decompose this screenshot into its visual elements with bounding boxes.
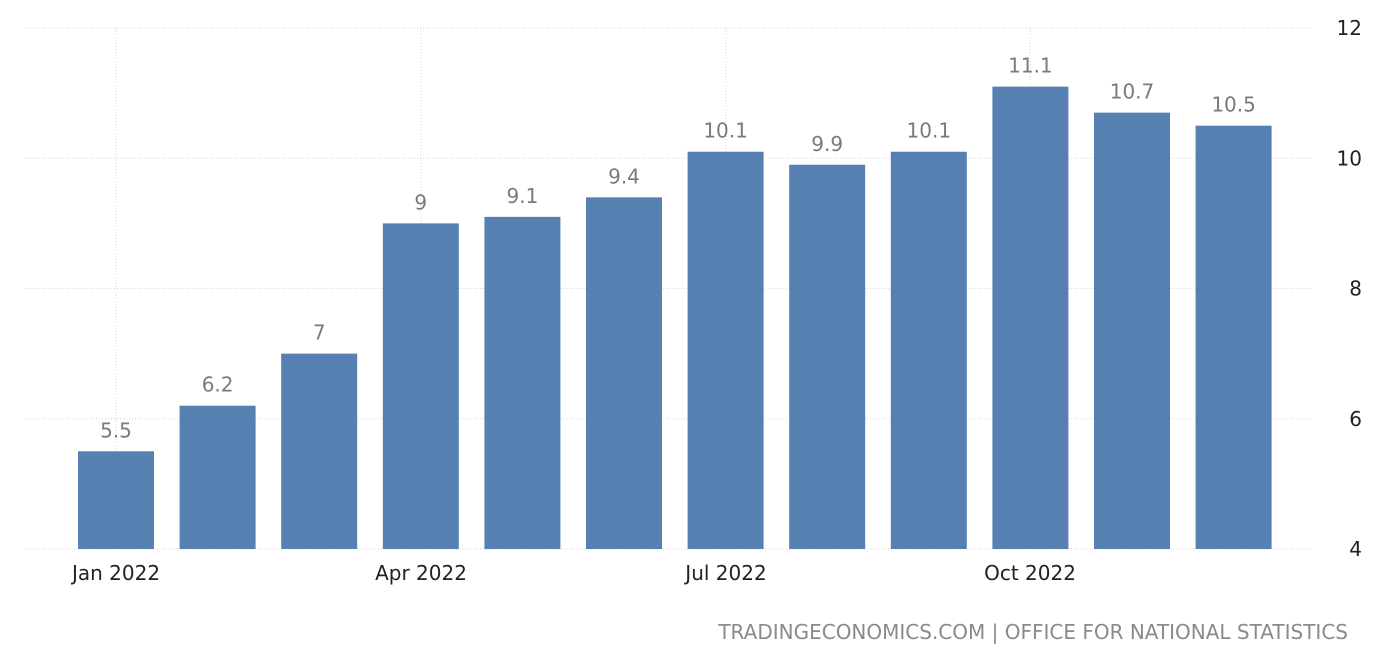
data-label: 9.4 — [608, 164, 640, 188]
data-label: 9 — [414, 190, 427, 214]
x-axis-ticks: Jan 2022 Apr 2022 Jul 2022 Oct 2022 — [70, 561, 1076, 585]
data-label: 7 — [313, 321, 326, 345]
data-label-layer: 5.5 6.2 7 9 9.1 9.4 10.1 9.9 10.1 11.1 10.7 10.5 — [100, 54, 1256, 443]
source-credit: TRADINGECONOMICS.COM | OFFICE FOR NATION… — [718, 620, 1348, 644]
data-label: 10.5 — [1211, 93, 1256, 117]
bar — [1195, 125, 1272, 549]
bar — [1094, 112, 1170, 549]
bar — [992, 86, 1069, 550]
data-label: 5.5 — [100, 418, 132, 442]
y-tick-label: 4 — [1349, 537, 1362, 561]
data-label: 9.1 — [506, 184, 538, 208]
data-label: 10.1 — [907, 119, 952, 143]
y-tick-label: 8 — [1349, 277, 1362, 301]
bar — [890, 151, 967, 550]
y-tick-label: 6 — [1349, 407, 1362, 431]
y-tick-label: 12 — [1337, 16, 1362, 40]
x-tick-label: Jul 2022 — [683, 561, 766, 585]
bar — [281, 353, 358, 549]
x-tick-label: Apr 2022 — [375, 561, 467, 585]
y-tick-label: 10 — [1337, 146, 1362, 170]
bar — [179, 405, 256, 549]
x-tick-label: Oct 2022 — [984, 561, 1076, 585]
bar — [484, 216, 561, 550]
y-axis-ticks: 4 6 8 10 12 — [1337, 16, 1362, 561]
data-label: 9.9 — [811, 132, 843, 156]
bar — [789, 164, 866, 549]
data-label: 10.1 — [703, 119, 748, 143]
data-label: 6.2 — [202, 373, 234, 397]
bar-layer — [78, 86, 1272, 550]
bar — [586, 197, 662, 549]
bar — [687, 151, 764, 550]
data-label: 10.7 — [1110, 80, 1155, 104]
x-tick-label: Jan 2022 — [70, 561, 160, 585]
bar — [382, 223, 459, 549]
bar — [78, 451, 154, 549]
data-label: 11.1 — [1008, 54, 1053, 78]
